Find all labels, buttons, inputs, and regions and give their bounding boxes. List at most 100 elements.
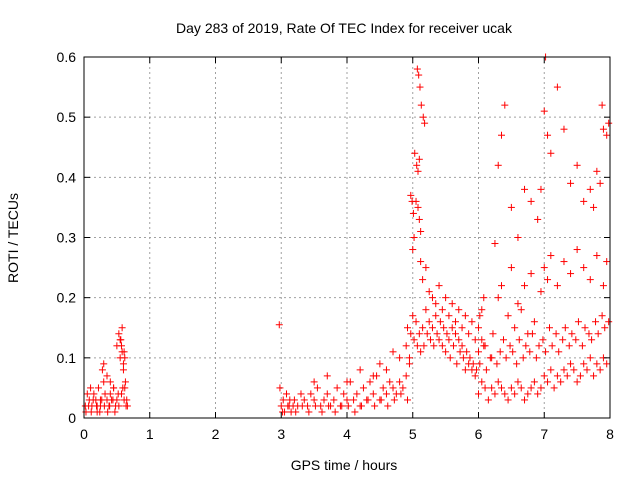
- data-point: [399, 384, 407, 392]
- data-point: [498, 282, 506, 290]
- data-point: [421, 119, 429, 127]
- data-point: [544, 378, 552, 386]
- data-point: [573, 161, 581, 169]
- data-point: [448, 300, 456, 308]
- data-point: [422, 306, 430, 314]
- data-point: [480, 294, 488, 302]
- data-point: [419, 276, 427, 284]
- data-point: [109, 396, 117, 404]
- data-point: [445, 336, 453, 344]
- data-point: [390, 396, 398, 404]
- data-point: [590, 372, 598, 380]
- data-point: [498, 384, 506, 392]
- data-point: [119, 384, 127, 392]
- data-point: [548, 342, 556, 350]
- data-point: [537, 185, 545, 193]
- x-tick-label: 5: [409, 426, 417, 442]
- data-point: [338, 402, 346, 410]
- data-point: [478, 306, 486, 314]
- data-point: [420, 342, 428, 350]
- data-point: [530, 378, 538, 386]
- data-point: [535, 342, 543, 350]
- data-point: [547, 149, 555, 157]
- data-point: [432, 312, 440, 320]
- data-point: [532, 354, 540, 362]
- data-point: [356, 366, 364, 374]
- data-point: [417, 227, 425, 235]
- data-point: [106, 378, 114, 386]
- data-point: [598, 101, 606, 109]
- data-point: [476, 360, 484, 368]
- data-point: [482, 366, 490, 374]
- data-point: [87, 384, 95, 392]
- data-point: [414, 167, 422, 175]
- data-point: [547, 252, 555, 260]
- data-point: [405, 360, 413, 368]
- data-point: [580, 197, 588, 205]
- data-point: [402, 342, 410, 350]
- data-point: [466, 354, 474, 362]
- data-point: [552, 330, 560, 338]
- data-point: [416, 83, 424, 91]
- data-point: [413, 161, 421, 169]
- y-tick-label: 0.6: [57, 49, 77, 65]
- data-point: [461, 366, 469, 374]
- data-point: [567, 360, 575, 368]
- data-point: [417, 258, 425, 266]
- data-point: [98, 396, 106, 404]
- x-tick-label: 7: [540, 426, 548, 442]
- data-point: [438, 306, 446, 314]
- data-point: [527, 384, 535, 392]
- data-point: [603, 360, 611, 368]
- data-point: [527, 270, 535, 278]
- data-point: [468, 318, 476, 326]
- data-point: [592, 318, 600, 326]
- data-point: [494, 161, 502, 169]
- data-point: [494, 294, 502, 302]
- data-point: [445, 312, 453, 320]
- data-point: [279, 396, 287, 404]
- axis-ticks: [83, 56, 611, 419]
- data-point: [297, 390, 305, 398]
- data-point: [414, 203, 422, 211]
- data-point: [601, 324, 609, 332]
- data-point: [475, 348, 482, 356]
- data-point: [318, 408, 326, 416]
- y-tick-label: 0.5: [57, 109, 77, 125]
- data-point: [111, 408, 119, 416]
- data-point: [333, 384, 341, 392]
- data-point: [277, 402, 285, 410]
- data-point: [605, 318, 613, 326]
- data-point: [603, 258, 611, 266]
- data-point: [440, 324, 448, 332]
- data-point: [307, 390, 315, 398]
- data-point: [310, 396, 318, 404]
- data-point: [491, 390, 499, 398]
- data-point: [344, 402, 352, 410]
- data-point: [527, 197, 535, 205]
- data-point: [353, 390, 361, 398]
- data-point: [456, 348, 464, 356]
- data-point: [389, 384, 397, 392]
- data-point: [574, 318, 582, 326]
- data-point: [407, 191, 415, 199]
- data-point: [403, 396, 411, 404]
- data-point: [427, 336, 435, 344]
- data-point: [580, 264, 588, 272]
- data-point: [593, 252, 601, 260]
- data-point: [85, 402, 93, 410]
- data-point: [489, 330, 497, 338]
- data-point: [120, 396, 128, 404]
- data-point: [567, 179, 575, 187]
- data-point: [463, 348, 471, 356]
- data-point: [83, 390, 91, 398]
- data-point: [509, 348, 517, 356]
- data-point: [104, 408, 112, 416]
- data-point: [331, 408, 339, 416]
- chart-title: Day 283 of 2019, Rate Of TEC Index for r…: [176, 20, 513, 36]
- data-point: [292, 408, 300, 416]
- data-point: [419, 324, 427, 332]
- y-tick-label: 0.2: [57, 290, 77, 306]
- data-point: [559, 336, 567, 344]
- data-point: [553, 83, 561, 91]
